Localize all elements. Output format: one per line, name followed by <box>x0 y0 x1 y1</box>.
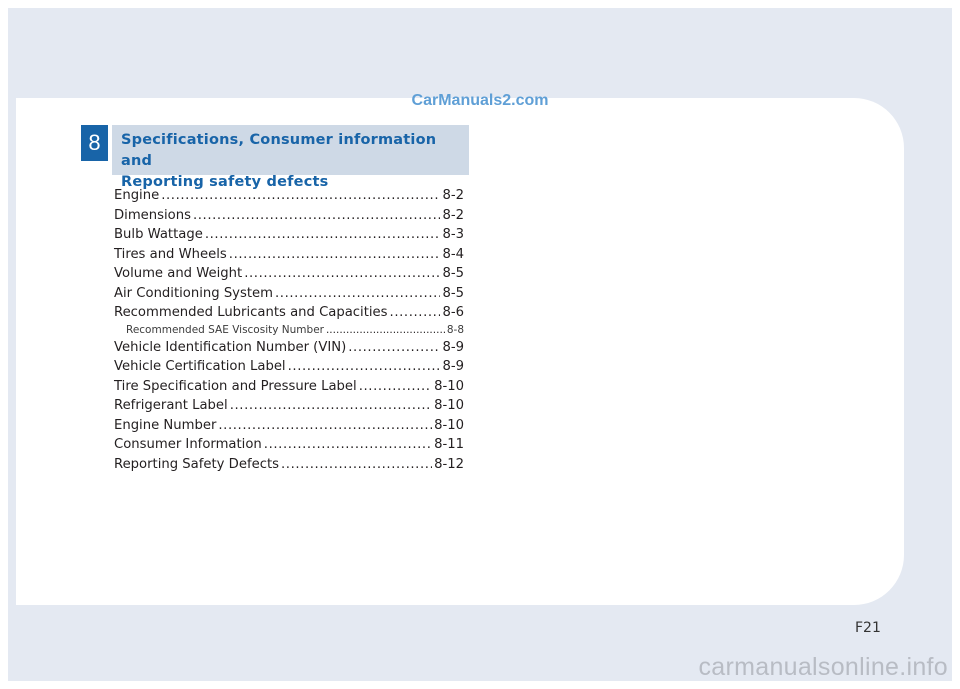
toc-page: 8-9 <box>442 359 464 374</box>
toc-label: Consumer Information <box>114 437 262 452</box>
toc-label: Engine <box>114 188 160 203</box>
content-panel <box>16 98 904 605</box>
toc-label: Bulb Wattage <box>114 227 203 242</box>
chapter-number-badge: 8 <box>81 125 108 161</box>
toc-label: Reporting Safety Defects <box>114 456 279 472</box>
toc-page: 8-2 <box>442 188 464 203</box>
toc-leader-dots <box>326 323 445 338</box>
toc-leader-dots <box>281 455 432 475</box>
toc-leader-dots <box>348 338 440 358</box>
toc-page: 8-10 <box>434 378 464 394</box>
chapter-title-line1: Specifications, Consumer information and <box>121 132 437 169</box>
watermark-carmanuals2: CarManuals2.com <box>411 92 549 109</box>
toc-entry-lubricants[interactable]: Recommended Lubricants and Capacities 8-6 <box>114 303 464 323</box>
toc-page: 8-10 <box>434 398 464 413</box>
toc-entry-tire-pressure-label[interactable]: Tire Specification and Pressure Label 8-1… <box>114 377 464 397</box>
toc-leader-dots <box>275 284 440 304</box>
toc-label: Air Conditioning System <box>114 285 273 301</box>
toc-leader-dots <box>230 396 432 416</box>
toc-leader-dots <box>218 416 432 436</box>
toc-subentry-sae-viscosity[interactable]: Recommended SAE Viscosity Number 8-8 <box>114 323 464 338</box>
toc-leader-dots <box>244 264 440 284</box>
toc-label: Refrigerant Label <box>114 398 228 413</box>
toc-entry-volume-weight[interactable]: Volume and Weight 8-5 <box>114 264 464 284</box>
toc-entry-dimensions[interactable]: Dimensions 8-2 <box>114 206 464 226</box>
toc-entry-bulb-wattage[interactable]: Bulb Wattage 8-3 <box>114 225 464 245</box>
toc-label: Engine Number <box>114 417 217 433</box>
toc-label: Tire Specification and Pressure Label <box>114 378 357 394</box>
toc-page: 8-8 <box>446 323 464 336</box>
toc-entry-consumer-information[interactable]: Consumer Information 8-11 <box>114 435 464 455</box>
table-of-contents: Engine8-2 Dimensions8-2 Bulb Wattage8-3 … <box>114 186 464 474</box>
toc-leader-dots <box>205 225 441 245</box>
toc-leader-dots <box>229 245 441 265</box>
toc-entry-refrigerant-label[interactable]: Refrigerant Label 8-10 <box>114 396 464 416</box>
toc-entry-certification-label[interactable]: Vehicle Certification Label 8-9 <box>114 357 464 377</box>
toc-entry-engine-number[interactable]: Engine Number 8-10 <box>114 416 464 436</box>
toc-page: 8-4 <box>442 246 464 262</box>
page-frame: CarManuals2.com <box>8 8 952 681</box>
chapter-title: Specifications, Consumer information and… <box>112 125 469 190</box>
toc-page: 8-5 <box>442 266 464 281</box>
toc-leader-dots <box>288 357 441 377</box>
toc-label: Vehicle Certification Label <box>114 359 286 374</box>
toc-page: 8-5 <box>442 285 464 301</box>
toc-leader-dots <box>161 186 440 206</box>
toc-label: Recommended SAE Viscosity Number <box>126 323 324 336</box>
toc-page: 8-12 <box>434 456 464 472</box>
toc-label: Dimensions <box>114 207 191 223</box>
toc-leader-dots <box>359 377 432 397</box>
toc-leader-dots <box>193 206 440 226</box>
toc-entry-air-conditioning[interactable]: Air Conditioning System 8-5 <box>114 284 464 304</box>
toc-label: Vehicle Identification Number (VIN) <box>114 339 347 355</box>
toc-label: Recommended Lubricants and Capacities <box>114 305 388 320</box>
toc-page: 8-11 <box>434 437 464 452</box>
toc-leader-dots <box>390 303 441 323</box>
toc-entry-vin[interactable]: Vehicle Identification Number (VIN) 8-9 <box>114 338 464 358</box>
toc-entry-engine[interactable]: Engine 8-2 <box>114 186 464 206</box>
toc-page: 8-9 <box>442 339 464 355</box>
page-number: F21 <box>855 620 881 636</box>
toc-leader-dots <box>264 435 432 455</box>
toc-page: 8-10 <box>434 417 464 433</box>
watermark-carmanualsonline: carmanualsonline.info <box>698 653 948 681</box>
toc-label: Volume and Weight <box>114 266 243 281</box>
toc-entry-tires-wheels[interactable]: Tires and Wheels 8-4 <box>114 245 464 265</box>
toc-entry-reporting-safety-defects[interactable]: Reporting Safety Defects 8-12 <box>114 455 464 475</box>
toc-label: Tires and Wheels <box>114 246 227 262</box>
toc-page: 8-6 <box>442 305 464 320</box>
toc-page: 8-2 <box>442 207 464 223</box>
toc-page: 8-3 <box>442 227 464 242</box>
